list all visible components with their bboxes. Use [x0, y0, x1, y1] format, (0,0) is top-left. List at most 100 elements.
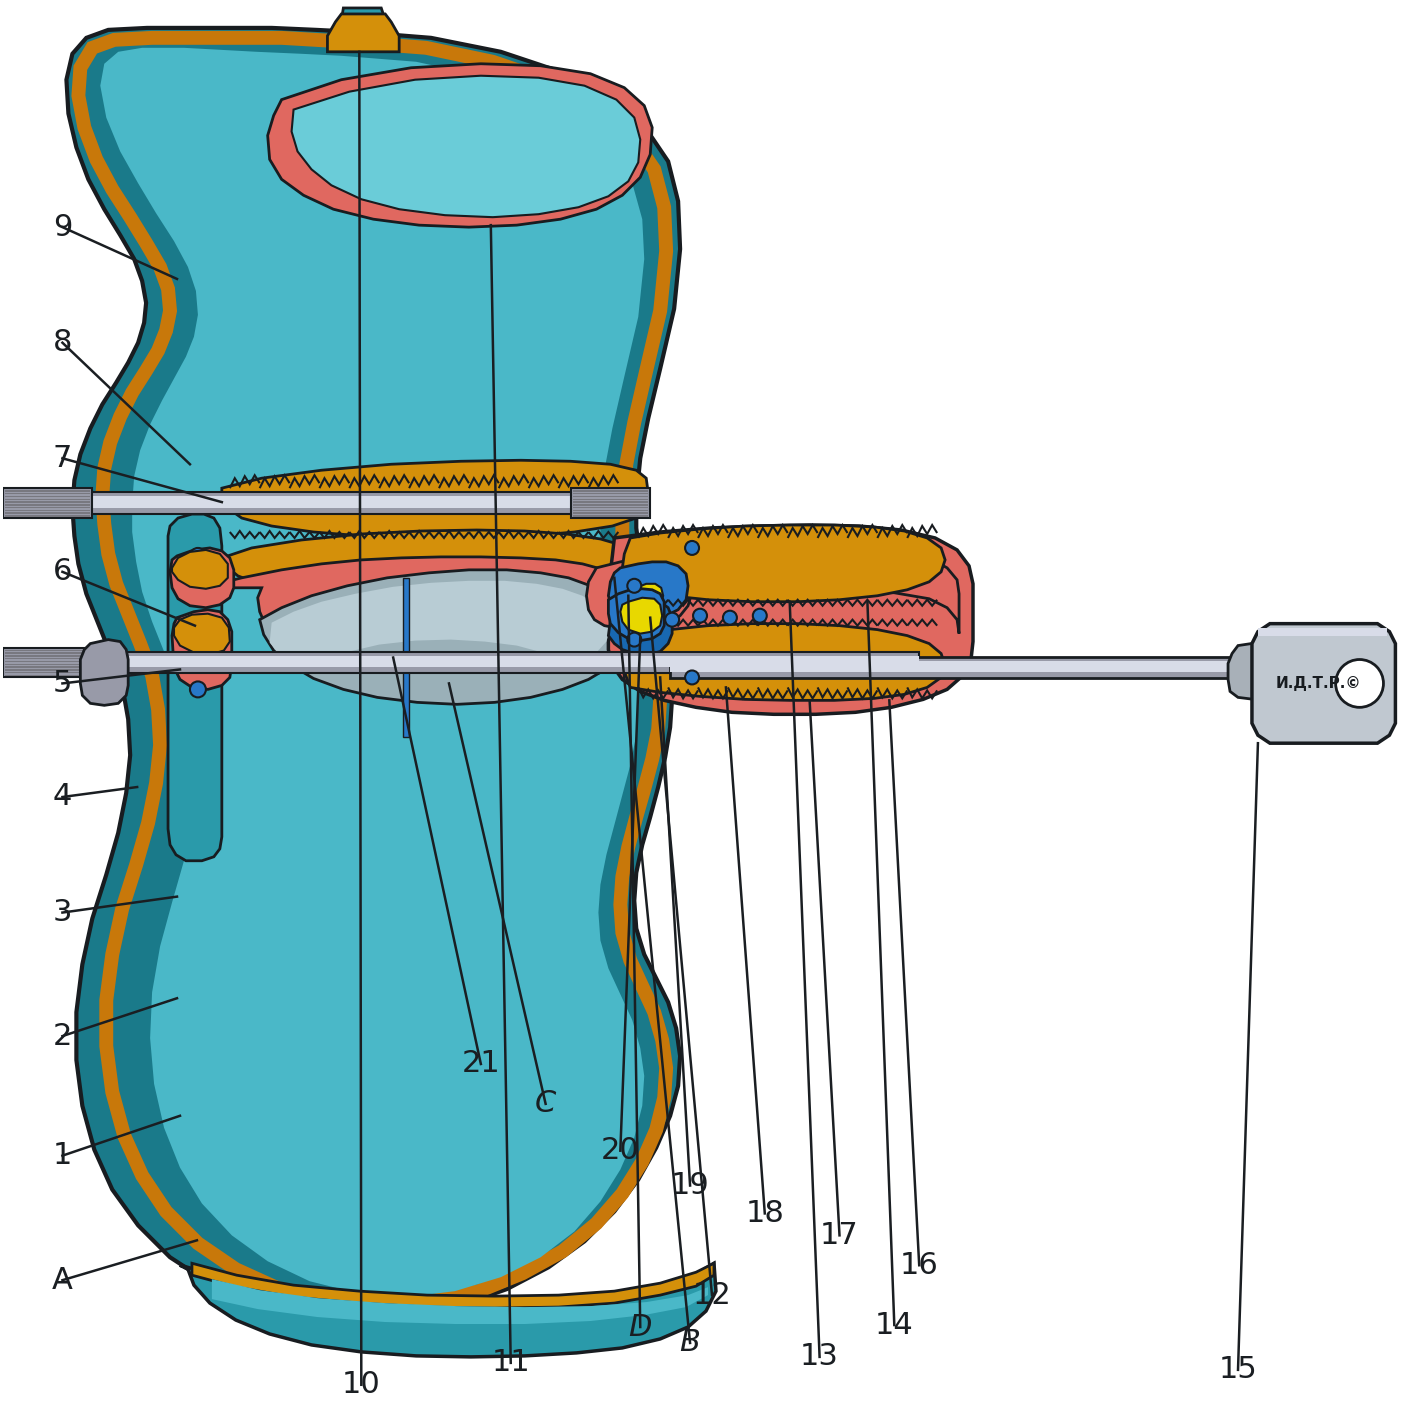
Polygon shape — [622, 524, 945, 601]
Polygon shape — [608, 589, 665, 641]
Text: 7: 7 — [52, 444, 72, 472]
Text: B: B — [680, 1329, 700, 1357]
Polygon shape — [635, 583, 663, 607]
Polygon shape — [191, 1263, 714, 1308]
Bar — [572, 494, 648, 495]
Bar — [572, 508, 648, 509]
Bar — [4, 674, 91, 676]
Ellipse shape — [752, 608, 767, 622]
Bar — [3, 648, 92, 677]
Polygon shape — [101, 48, 645, 1297]
Text: 21: 21 — [462, 1050, 500, 1078]
Text: 13: 13 — [801, 1342, 839, 1371]
Bar — [4, 655, 91, 656]
Text: 8: 8 — [52, 328, 72, 358]
Polygon shape — [327, 14, 400, 52]
Bar — [4, 496, 91, 498]
Bar — [4, 660, 91, 662]
Bar — [572, 513, 648, 515]
Text: 4: 4 — [52, 782, 72, 812]
Text: 6: 6 — [52, 558, 72, 586]
Ellipse shape — [190, 548, 205, 564]
Bar — [4, 663, 91, 665]
Polygon shape — [201, 557, 638, 684]
Text: 16: 16 — [900, 1251, 938, 1280]
Text: 20: 20 — [601, 1136, 639, 1165]
Polygon shape — [174, 614, 230, 655]
Text: 5: 5 — [52, 669, 72, 698]
Text: 3: 3 — [52, 899, 72, 927]
Polygon shape — [67, 28, 680, 1319]
Bar — [3, 652, 920, 673]
Bar — [3, 496, 640, 508]
Ellipse shape — [665, 613, 679, 627]
Bar — [572, 499, 648, 501]
Polygon shape — [180, 1263, 716, 1357]
Bar — [572, 505, 648, 506]
Bar — [670, 656, 1268, 679]
Bar — [572, 496, 648, 498]
Text: A: A — [52, 1266, 72, 1294]
Bar — [4, 658, 91, 659]
Bar — [3, 656, 920, 667]
Polygon shape — [621, 597, 662, 634]
Text: 1: 1 — [52, 1141, 72, 1171]
Polygon shape — [1229, 642, 1278, 700]
Polygon shape — [622, 624, 945, 701]
Polygon shape — [213, 1279, 708, 1323]
Bar — [4, 510, 91, 512]
Bar — [4, 666, 91, 667]
Bar — [670, 660, 1268, 673]
Text: 19: 19 — [670, 1171, 710, 1200]
Polygon shape — [608, 597, 672, 655]
Text: D: D — [629, 1312, 652, 1342]
Polygon shape — [170, 548, 234, 607]
Ellipse shape — [684, 670, 699, 684]
Bar — [4, 505, 91, 506]
Bar — [4, 502, 91, 503]
Text: 18: 18 — [745, 1199, 784, 1228]
Polygon shape — [259, 569, 626, 704]
Bar — [572, 502, 648, 503]
Bar — [404, 578, 410, 737]
Bar — [4, 516, 91, 517]
Bar — [572, 516, 648, 517]
Bar — [572, 510, 648, 512]
Text: 12: 12 — [693, 1280, 731, 1309]
Polygon shape — [268, 63, 652, 227]
Bar — [4, 491, 91, 492]
Bar — [4, 652, 91, 653]
Polygon shape — [332, 8, 393, 32]
Bar — [4, 508, 91, 509]
Bar — [571, 488, 650, 519]
Text: 9: 9 — [52, 213, 72, 241]
Bar — [4, 669, 91, 670]
Text: C: C — [536, 1089, 557, 1119]
Bar — [4, 513, 91, 515]
Text: И.Д.Т.Р.©: И.Д.Т.Р.© — [1275, 676, 1362, 691]
Polygon shape — [222, 460, 648, 538]
Ellipse shape — [684, 541, 699, 555]
Ellipse shape — [723, 611, 737, 625]
Polygon shape — [1253, 624, 1396, 743]
Text: 14: 14 — [874, 1311, 914, 1339]
Text: 15: 15 — [1219, 1356, 1257, 1384]
Polygon shape — [608, 524, 973, 714]
Bar — [4, 499, 91, 501]
Ellipse shape — [190, 681, 205, 697]
Ellipse shape — [1336, 659, 1383, 708]
Bar — [3, 488, 92, 519]
Bar — [4, 672, 91, 673]
Bar — [3, 492, 640, 515]
Polygon shape — [222, 530, 645, 606]
Bar — [1258, 628, 1387, 635]
Bar — [4, 649, 91, 651]
Polygon shape — [292, 76, 640, 217]
Text: 2: 2 — [52, 1022, 72, 1050]
Bar — [572, 491, 648, 492]
Text: 10: 10 — [341, 1370, 381, 1399]
Ellipse shape — [628, 579, 642, 593]
Polygon shape — [171, 610, 232, 690]
Polygon shape — [608, 562, 689, 620]
Ellipse shape — [693, 608, 707, 622]
